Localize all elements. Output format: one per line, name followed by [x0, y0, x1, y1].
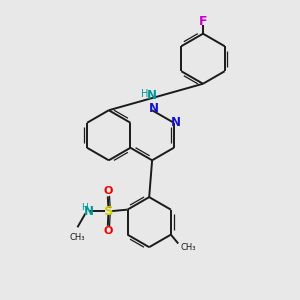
Text: CH₃: CH₃	[70, 232, 85, 242]
Text: F: F	[199, 15, 207, 28]
Text: H: H	[82, 203, 88, 212]
Text: O: O	[103, 186, 112, 196]
Text: S: S	[103, 205, 113, 218]
Text: CH₃: CH₃	[180, 243, 196, 252]
Text: N: N	[149, 102, 159, 115]
Text: N: N	[84, 205, 94, 218]
Text: N: N	[147, 89, 158, 102]
Text: O: O	[103, 226, 112, 236]
Text: H: H	[141, 89, 148, 99]
Text: N: N	[171, 116, 181, 129]
